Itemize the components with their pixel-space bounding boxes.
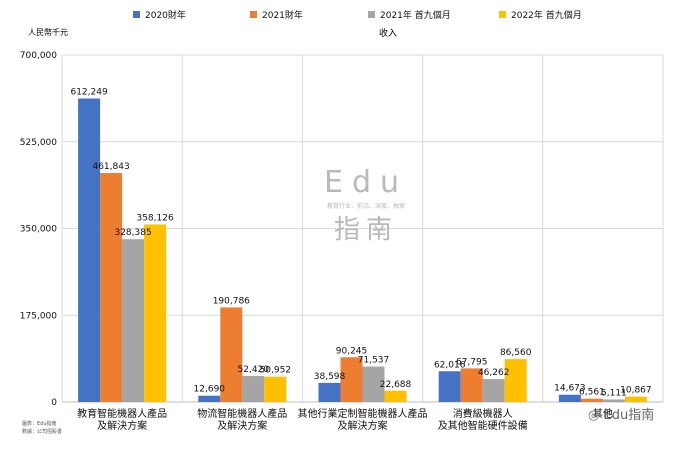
- x-tick-label: 及解決方案: [217, 419, 267, 432]
- bar-data-label: 12,690: [194, 385, 226, 395]
- bar: [318, 382, 341, 402]
- watermark-name: 指南: [334, 215, 398, 245]
- bar-data-label: 6,561: [579, 388, 605, 398]
- data-labels: 612,249 461,843 328,385 358,126 12,690 190,78…: [70, 87, 651, 398]
- bar: [504, 359, 527, 402]
- y-tick-label: 350,000: [20, 225, 57, 235]
- bar-data-label: 22,688: [380, 380, 412, 390]
- bar: [624, 396, 647, 402]
- source-note-data: 數據：公司招股書: [22, 428, 62, 435]
- legend-swatch: [368, 11, 375, 18]
- bar: [460, 368, 483, 402]
- watermark-tagline: 教育行业、前沿、深度、独家: [327, 202, 405, 210]
- bar-data-label: 612,249: [70, 87, 107, 97]
- legend-entry: 2020財年: [145, 9, 186, 21]
- x-tick-label: 物流智能機器人產品: [197, 407, 287, 420]
- y-axis-unit-label: 人民幣千元: [28, 27, 68, 37]
- bar: [264, 376, 287, 402]
- bar-data-label: 14,673: [554, 384, 586, 394]
- x-tick-label: 及解決方案: [97, 419, 147, 432]
- bar-data-label: 5,111: [601, 388, 627, 398]
- wechat-account-label: Edu指南: [603, 408, 655, 423]
- bar-data-label: 62,016: [434, 360, 466, 370]
- watermark-brand: Edu: [324, 165, 408, 200]
- x-tick-label: 教育智能機器人產品: [77, 407, 167, 420]
- y-tick-label: 175,000: [20, 311, 57, 321]
- bar-data-label: 52,420: [238, 365, 270, 375]
- bar-data-label: 358,126: [136, 213, 173, 223]
- x-tick-label: 其他行業定制智能機器人產品: [298, 407, 428, 420]
- chart-title: 收入: [379, 27, 397, 39]
- bar: [220, 307, 243, 402]
- bar-data-label: 67,795: [456, 357, 488, 367]
- legend-entry: 2022年 首九個月: [511, 9, 582, 21]
- y-tick-label: 0: [51, 398, 57, 408]
- bar-data-label: 461,843: [92, 162, 129, 172]
- wechat-icon: ◎: [588, 408, 600, 423]
- x-tick-label: 及解決方案: [338, 419, 388, 432]
- bar: [198, 395, 221, 402]
- x-tick-label: 消費級機器人: [453, 407, 513, 420]
- bar: [362, 366, 385, 402]
- legend: 2020財年 2021財年 2021年 首九個月 2022年 首九個月: [133, 9, 582, 21]
- bar: [78, 98, 101, 403]
- bar: [100, 173, 123, 402]
- bar-data-label: 90,245: [336, 346, 368, 356]
- bar: [384, 390, 407, 402]
- bar: [242, 376, 265, 402]
- bar: [122, 239, 145, 402]
- bar-data-label: 38,598: [314, 372, 346, 382]
- bars: [78, 98, 647, 403]
- bar: [144, 224, 167, 402]
- bar: [602, 399, 625, 402]
- legend-entry: 2021年 首九個月: [380, 9, 451, 21]
- bar-data-label: 190,786: [213, 296, 250, 306]
- bar: [438, 371, 461, 402]
- bar-data-label: 86,560: [500, 348, 532, 358]
- legend-swatch: [499, 11, 506, 18]
- wechat-watermark: ◎ Edu指南: [588, 404, 654, 423]
- bar: [580, 398, 603, 402]
- bar: [482, 379, 505, 402]
- watermark: Edu 教育行业、前沿、深度、独家 指南: [324, 165, 408, 245]
- legend-swatch: [133, 11, 140, 18]
- legend-entry: 2021財年: [262, 9, 303, 21]
- y-tick-label: 525,000: [20, 138, 57, 148]
- source-note-chart: 圖表：Edu指南: [22, 420, 57, 427]
- legend-swatch: [250, 11, 257, 18]
- bar-data-label: 10,867: [620, 386, 652, 396]
- x-tick-label: 及其他智能硬件設備: [438, 419, 528, 432]
- bar-data-label: 71,537: [358, 356, 390, 366]
- bar-data-label: 328,385: [114, 228, 151, 238]
- y-tick-label: 700,000: [20, 51, 57, 61]
- x-tick-label: 其他: [593, 407, 613, 420]
- bar-data-label: 50,952: [260, 366, 292, 376]
- bar: [340, 357, 363, 402]
- bar-data-label: 46,262: [478, 368, 510, 378]
- bar: [558, 394, 581, 402]
